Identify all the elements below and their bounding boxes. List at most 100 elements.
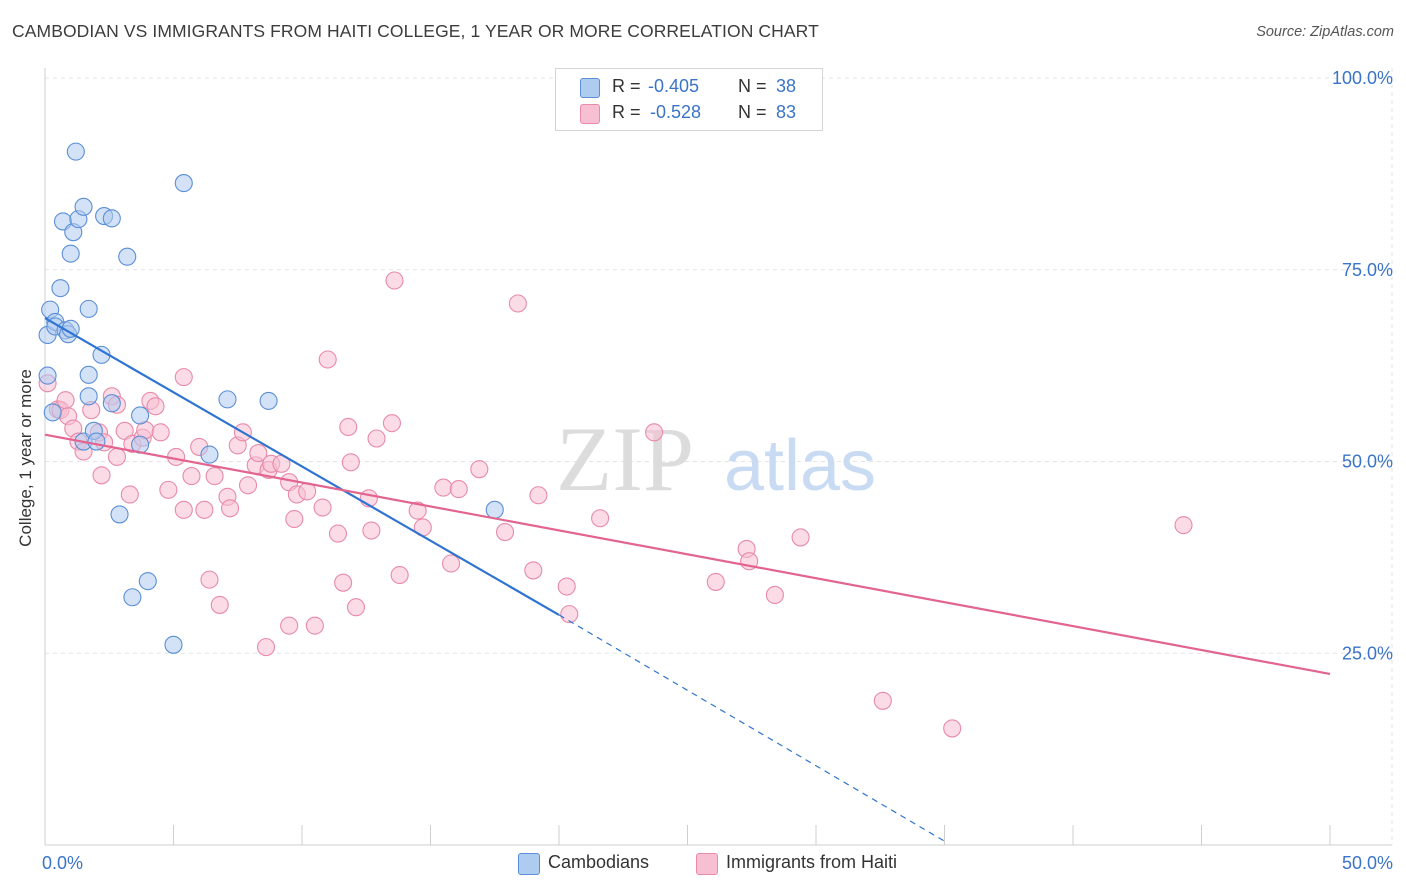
cambodian-point <box>138 572 157 591</box>
haiti-point <box>529 486 548 505</box>
haiti-point <box>210 595 229 614</box>
cambodian-point <box>200 445 219 464</box>
haiti-point <box>159 480 178 499</box>
n-value: 38 <box>776 76 797 96</box>
haiti-point <box>346 598 366 617</box>
cambodian-point <box>87 432 106 451</box>
cambodian-point <box>174 174 193 193</box>
haiti-point <box>382 414 402 433</box>
haiti-point <box>434 478 453 497</box>
cambodian-swatch <box>518 853 540 875</box>
haiti-point <box>220 499 240 518</box>
y-tick-label: 75.0% <box>1342 260 1393 280</box>
haiti-trend-line <box>44 433 1331 676</box>
r-label: R = <box>612 76 641 96</box>
haiti-point <box>205 467 224 486</box>
grid-lines <box>45 68 1393 845</box>
watermark-zip: ZIP <box>556 408 694 510</box>
n-value: 83 <box>776 102 797 122</box>
y-tick-label: 25.0% <box>1342 643 1393 663</box>
cambodian-point <box>131 406 150 425</box>
y-tick-label: 100.0% <box>1332 68 1393 88</box>
haiti-point <box>341 453 360 472</box>
cambodian-point <box>110 505 129 524</box>
haiti-point <box>146 397 165 416</box>
haiti-point <box>92 466 111 485</box>
haiti-point <box>557 577 576 596</box>
haiti-point <box>706 572 725 591</box>
cambodian-point <box>123 588 142 607</box>
haiti-point <box>495 523 515 542</box>
haiti-point <box>56 391 75 410</box>
legend-label: Immigrants from Haiti <box>726 852 898 872</box>
cambodian-point <box>79 365 98 384</box>
cambodian-point <box>66 142 85 161</box>
cambodian-point <box>118 247 137 266</box>
haiti-point <box>470 460 489 479</box>
haiti-point <box>943 719 962 738</box>
cambodian-point <box>74 197 93 216</box>
haiti-point <box>367 429 386 448</box>
haiti-point <box>362 521 381 540</box>
trend-lines <box>44 317 1331 842</box>
axes <box>44 68 1392 846</box>
haiti-point <box>390 565 409 585</box>
haiti-point <box>334 573 353 592</box>
watermark: ZIP atlas <box>556 408 876 510</box>
n-label: N = <box>738 76 767 96</box>
haiti-point <box>765 585 784 605</box>
haiti-point <box>151 423 170 442</box>
haiti-point <box>339 417 358 437</box>
y-tick-label: 50.0% <box>1342 452 1393 472</box>
haiti-point <box>645 423 664 442</box>
haiti-point <box>200 570 219 589</box>
haiti-point <box>1174 516 1193 535</box>
cambodian-point <box>218 390 237 409</box>
haiti-point <box>249 444 268 463</box>
haiti-point <box>280 616 299 635</box>
tick-labels: 25.0% 50.0% 75.0% 100.0% 0.0% 50.0% <box>42 68 1393 873</box>
haiti-point <box>328 524 348 543</box>
haiti-point <box>318 350 337 369</box>
r-value: -0.405 <box>648 76 700 96</box>
cambodian-point <box>38 366 57 385</box>
chart-title: CAMBODIAN VS IMMIGRANTS FROM HAITI COLLE… <box>12 21 819 41</box>
haiti-point <box>408 501 427 520</box>
cambodian-point <box>102 394 121 413</box>
haiti-point <box>285 509 304 529</box>
haiti-point <box>591 509 610 528</box>
watermark-atlas: atlas <box>724 426 876 506</box>
haiti-point <box>195 500 214 519</box>
cambodian-point <box>259 391 278 410</box>
haiti-point <box>174 500 193 519</box>
haiti-point <box>120 485 139 504</box>
x-tick-label: 0.0% <box>42 853 83 873</box>
haiti-point <box>182 467 201 486</box>
cambodian-trend-line <box>44 317 560 616</box>
cambodian-points <box>38 142 504 654</box>
haiti-point <box>508 294 527 313</box>
r-label: R = <box>612 102 641 122</box>
haiti-point <box>442 554 461 573</box>
haiti-point <box>305 616 324 635</box>
r-value: -0.528 <box>650 102 702 122</box>
x-tick-label: 50.0% <box>1342 853 1393 873</box>
correlation-legend: R = -0.405 N = 38 R = -0.528 N = 83 <box>555 68 823 131</box>
n-label: N = <box>738 102 767 122</box>
cambodian-point <box>485 500 504 519</box>
cambodian-point <box>102 209 121 228</box>
cambodian-point <box>51 279 70 298</box>
cambodian-point <box>43 403 62 422</box>
haiti-point <box>873 691 892 710</box>
haiti-point <box>791 528 810 547</box>
haiti-point <box>107 447 127 466</box>
haiti-point <box>256 638 276 657</box>
haiti-point <box>385 271 404 290</box>
haiti-point <box>174 368 193 387</box>
haiti-point <box>524 561 543 580</box>
cambodian-trend-extension <box>558 614 945 842</box>
cambodian-point <box>164 635 183 654</box>
source-label: Source: ZipAtlas.com <box>1256 24 1394 40</box>
haiti-point <box>449 480 468 499</box>
